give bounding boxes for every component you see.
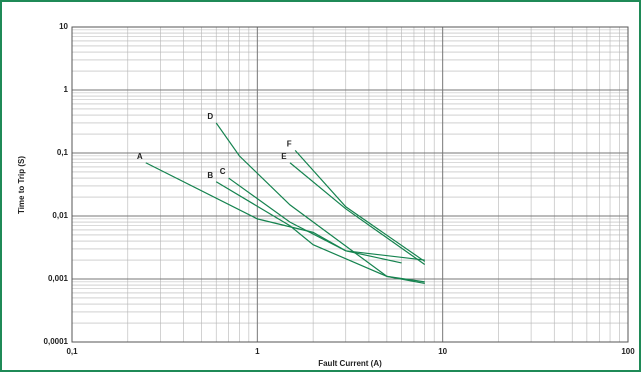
y-axis-label: Time to Trip (S): [17, 156, 26, 214]
curve: [228, 177, 425, 261]
x-tick-label: 0,1: [66, 347, 78, 356]
y-tick-label: 0,0001: [44, 337, 69, 346]
y-tick-label: 0,1: [57, 148, 69, 157]
x-tick-label: 100: [621, 347, 635, 356]
curve-label: C: [220, 167, 226, 176]
y-tick-label: 10: [59, 22, 68, 31]
curve-label: E: [281, 152, 287, 161]
curve: [294, 149, 426, 262]
plot-area: [71, 26, 629, 343]
curve: [215, 122, 425, 285]
curve-label: A: [137, 152, 143, 161]
x-tick-label: 1: [255, 347, 260, 356]
curve-label: F: [287, 140, 292, 149]
y-tick-label: 1: [64, 85, 69, 94]
x-tick-label: 10: [438, 347, 447, 356]
y-tick-label: 0,001: [48, 274, 69, 283]
curve: [289, 162, 426, 265]
x-axis-label: Fault Current (A): [318, 359, 382, 368]
curve: [145, 162, 402, 264]
curve-label: D: [207, 112, 213, 121]
curve-label: B: [207, 171, 213, 180]
y-tick-label: 0,01: [52, 211, 68, 220]
